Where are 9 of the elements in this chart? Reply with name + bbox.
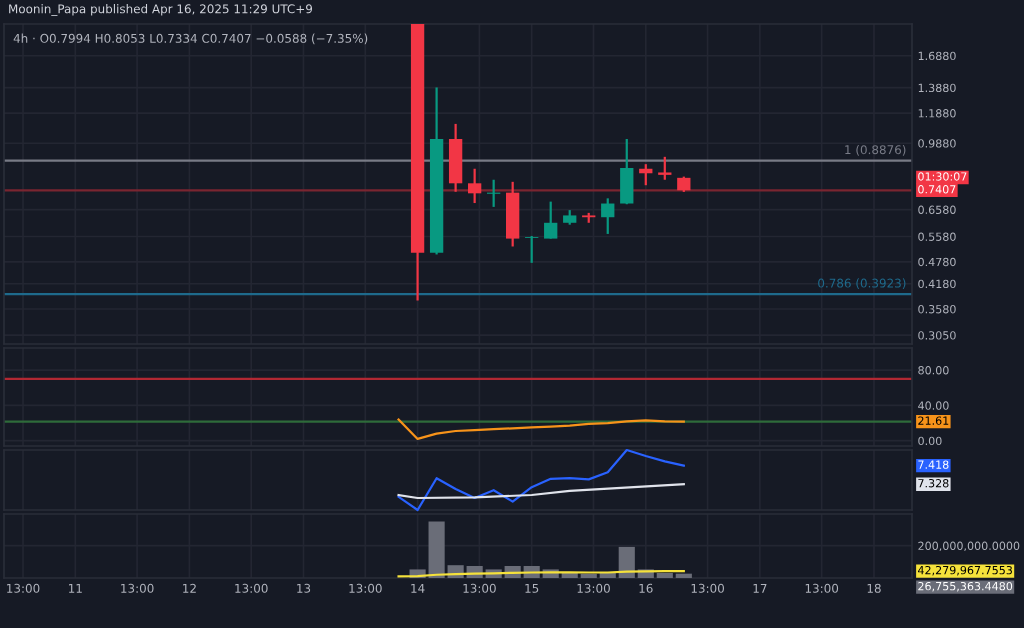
- line-series: [397, 418, 685, 441]
- candlestick: [525, 234, 539, 264]
- candlestick: [601, 197, 615, 236]
- candlestick: [544, 200, 558, 240]
- candlestick: [620, 137, 634, 206]
- candlestick: [506, 180, 520, 248]
- candlestick: [448, 122, 463, 193]
- candlestick: [467, 167, 482, 205]
- candlestick: [658, 155, 672, 181]
